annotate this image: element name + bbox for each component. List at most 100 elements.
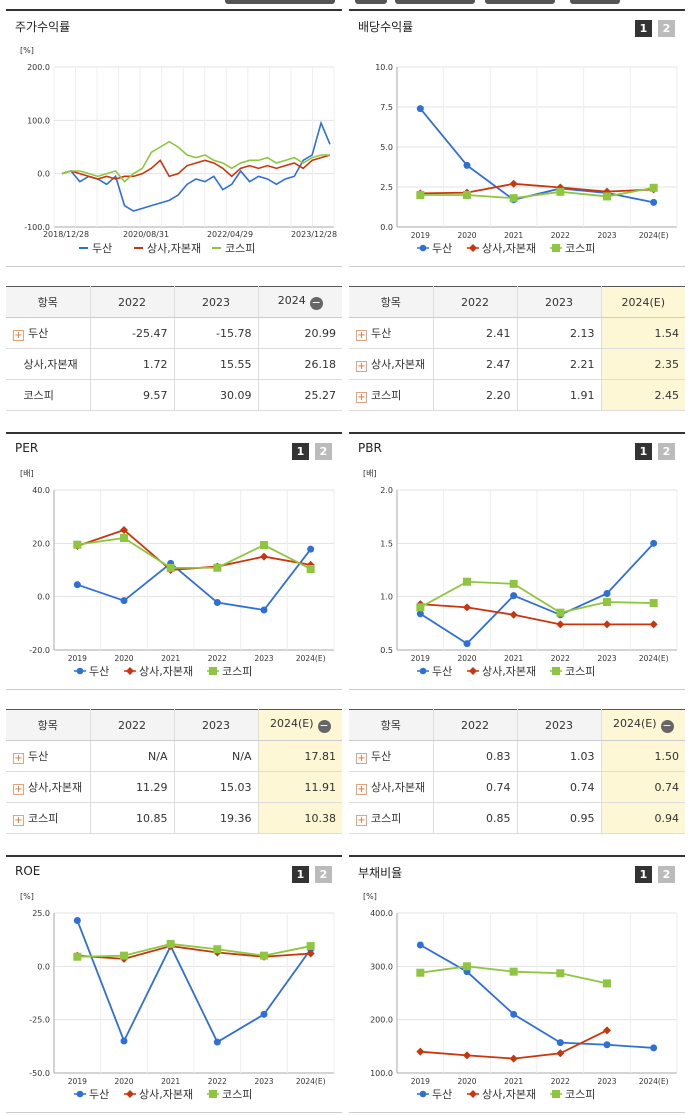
data-point [306, 564, 315, 573]
view-2-button[interactable]: 2 [315, 866, 332, 883]
x-tick-label: 2020 [114, 654, 133, 663]
legend-marker [419, 1090, 427, 1098]
table-row: 코스피 9.57 30.09 25.27 [6, 379, 342, 411]
table-cell: 30.09 [173, 379, 258, 411]
column-header: 2022 [89, 709, 174, 741]
data-point [649, 183, 658, 192]
view-1-button[interactable]: 1 [635, 443, 652, 460]
view-2-button[interactable]: 2 [658, 20, 675, 37]
legend-label: 상사,자본재 [147, 242, 201, 255]
x-tick-label: 2022/04/29 [207, 230, 253, 239]
pbr-table: 항목 2022 2023 2024(E) − + 두산 0.83 1.03 1.50 + 상사,자본재… [349, 709, 685, 834]
legend-marker [552, 244, 560, 252]
expand-icon[interactable]: + [13, 330, 24, 341]
view-2-button[interactable]: 2 [658, 866, 675, 883]
data-point [120, 526, 128, 534]
data-point [510, 1010, 518, 1018]
data-point [650, 1044, 658, 1052]
x-tick-label: 2019 [411, 1077, 430, 1086]
column-header: 항목 [6, 709, 90, 741]
legend-label: 코스피 [565, 242, 595, 255]
expand-icon[interactable]: + [356, 784, 367, 795]
view-2-button[interactable]: 2 [658, 443, 675, 460]
data-point [120, 597, 128, 605]
view-1-button[interactable]: 1 [292, 866, 309, 883]
table-cell: 2.35 [600, 348, 685, 380]
y-tick-label: 10.0 [375, 63, 393, 72]
x-tick-label: 2022 [551, 231, 570, 240]
legend-marker [209, 1090, 217, 1098]
collapse-icon[interactable]: − [660, 719, 674, 733]
legend-label: 두산 [432, 665, 452, 678]
unit-label: [%] [20, 46, 34, 55]
data-point [213, 1038, 221, 1046]
data-point [260, 1010, 268, 1018]
x-tick-label: 2023 [597, 1077, 616, 1086]
row-label[interactable]: + 코스피 [349, 379, 433, 411]
table-cell: 0.85 [432, 802, 517, 834]
column-header: 항목 [349, 286, 433, 318]
expand-icon[interactable]: + [356, 753, 367, 764]
row-label[interactable]: + 두산 [6, 317, 90, 349]
legend-marker [209, 667, 217, 675]
expand-icon[interactable]: + [356, 330, 367, 341]
row-label[interactable]: + 두산 [349, 740, 433, 772]
column-header: 2022 [432, 286, 517, 318]
table-cell: 11.29 [89, 771, 174, 803]
y-tick-label: 100.0 [370, 1069, 393, 1078]
row-label[interactable]: + 두산 [6, 740, 90, 772]
row-label[interactable]: + 코스피 [349, 802, 433, 834]
view-1-button[interactable]: 1 [635, 20, 652, 37]
view-1-button[interactable]: 1 [292, 443, 309, 460]
data-point [120, 534, 128, 542]
data-point [509, 179, 518, 188]
collapse-icon[interactable]: − [317, 719, 331, 733]
legend-marker [419, 244, 427, 252]
data-point [260, 541, 268, 550]
table-cell: 10.85 [89, 802, 174, 834]
panel-title: PBR [358, 441, 382, 455]
x-tick-label: 2021 [504, 654, 523, 663]
x-tick-label: 2020/08/31 [123, 230, 169, 239]
view-2-button[interactable]: 2 [315, 443, 332, 460]
expand-icon[interactable]: + [13, 753, 24, 764]
x-tick-label: 2021 [161, 654, 180, 663]
legend-marker [76, 667, 84, 675]
pbr-chart: [배]2.0 1.5 1.0 0.5 2019 2020 2021 2022 2023 2024(… [363, 469, 678, 678]
column-header: 2024(E) − [600, 709, 685, 741]
row-label[interactable]: + 두산 [349, 317, 433, 349]
expand-icon[interactable]: + [356, 361, 367, 372]
row-label[interactable]: + 상사,자본재 [6, 771, 90, 803]
table-cell: 1.54 [600, 317, 685, 349]
table-cell: 11.91 [257, 771, 342, 803]
y-tick-label: 0.0 [37, 593, 50, 602]
x-tick-label: 2018/12/28 [43, 230, 89, 239]
expand-icon[interactable]: + [356, 815, 367, 826]
x-tick-label: 2024(E) [639, 231, 669, 240]
data-point [556, 187, 565, 196]
row-label[interactable]: + 상사,자본재 [349, 348, 433, 380]
table-cell: 0.74 [432, 771, 517, 803]
unit-label: [%] [363, 892, 377, 901]
expand-icon[interactable]: + [356, 392, 367, 403]
y-tick-label: 0.0 [380, 223, 393, 232]
series-line [77, 945, 311, 960]
x-tick-label: 2023 [254, 654, 273, 663]
data-point [556, 1039, 564, 1047]
table-header-row: 항목 2022 2023 2024(E) − [349, 709, 685, 741]
y-tick-label: 100.0 [27, 116, 50, 125]
expand-icon[interactable]: + [13, 815, 24, 826]
y-tick-label: 2.5 [380, 183, 393, 192]
table-cell: 0.95 [516, 802, 601, 834]
collapse-icon[interactable]: − [309, 296, 323, 310]
data-point [120, 951, 128, 960]
column-header: 2023 [173, 709, 258, 741]
row-label[interactable]: + 상사,자본재 [349, 771, 433, 803]
row-label[interactable]: + 코스피 [6, 802, 90, 834]
table-row: + 코스피 10.85 19.36 10.38 [6, 802, 342, 834]
view-1-button[interactable]: 1 [635, 866, 652, 883]
series-line [77, 943, 311, 958]
panel-title: PER [15, 441, 39, 455]
expand-icon[interactable]: + [13, 784, 24, 795]
